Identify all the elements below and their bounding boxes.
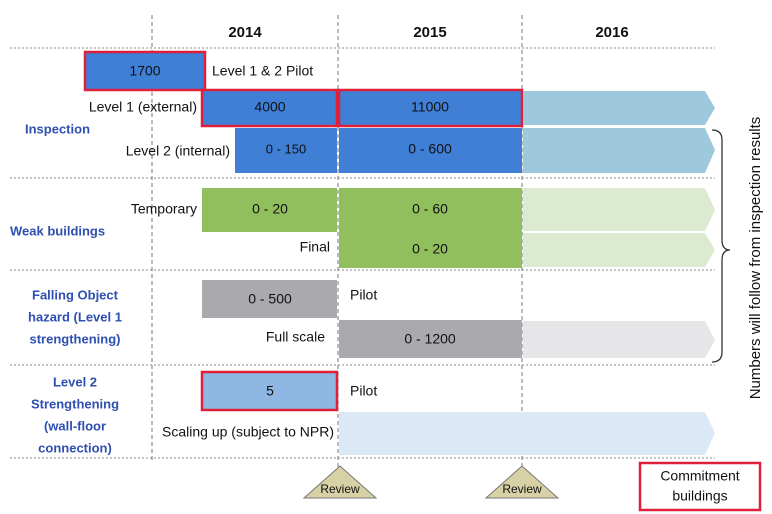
review-label: Review (502, 482, 542, 496)
row-label: Scaling up (subject to NPR) (162, 424, 334, 440)
cell (339, 188, 522, 232)
cell-label: Level 1 & 2 Pilot (212, 63, 313, 79)
cell-label: Pilot (350, 383, 377, 399)
row-label: Final (300, 239, 330, 255)
legend-text: buildings (672, 488, 727, 504)
cell (339, 232, 522, 268)
cell-value: 0 - 20 (412, 241, 448, 257)
cell (339, 320, 522, 358)
cell (200, 370, 339, 412)
cell (339, 128, 522, 173)
cell-value: 0 - 1200 (404, 331, 456, 347)
legend-box (638, 461, 762, 512)
group-label: connection) (38, 440, 112, 455)
group-label: hazard (Level 1 (28, 309, 122, 324)
cell-value: 5 (266, 383, 274, 399)
group-label: Weak buildings (10, 223, 105, 238)
arrow (523, 321, 715, 358)
cell (202, 188, 337, 232)
group-label: Strengthening (31, 396, 119, 411)
review-label: Review (320, 482, 360, 496)
arrow (523, 91, 715, 125)
year: 2016 (595, 24, 628, 41)
review-marker (302, 465, 378, 499)
arrow (523, 128, 715, 173)
year: 2014 (228, 24, 262, 41)
row-label: Level 1 (external) (89, 99, 197, 115)
row-label: Level 2 (internal) (126, 143, 230, 159)
year: 2015 (413, 24, 446, 41)
group-label: (wall-floor (44, 418, 106, 433)
row-label: Full scale (266, 329, 325, 345)
group-label: strengthening) (30, 331, 121, 346)
cell (83, 50, 207, 92)
group-label: Inspection (25, 121, 90, 136)
cell-value: 0 - 500 (248, 291, 292, 307)
group-label: Falling Object (32, 287, 119, 302)
cell-value: 11000 (411, 99, 449, 115)
cell-value: 0 - 600 (408, 141, 452, 157)
cell (235, 128, 337, 173)
arrow (523, 188, 715, 231)
cell (202, 280, 337, 318)
group-label: Level 2 (53, 374, 97, 389)
arrow (523, 233, 715, 267)
brace (711, 129, 731, 363)
review-marker (484, 465, 560, 499)
cell-value: 0 - 60 (412, 201, 448, 217)
cell (337, 88, 524, 128)
cell-label: Pilot (350, 287, 377, 303)
arrow (339, 412, 715, 455)
legend-text: Commitment (660, 468, 739, 484)
cell-value: 0 - 150 (266, 141, 306, 156)
cell-value: 1700 (129, 63, 160, 79)
row-label: Temporary (131, 201, 197, 217)
side-note: Numbers will follow from inspection resu… (747, 117, 764, 400)
cell (200, 88, 339, 128)
cell-value: 4000 (254, 99, 285, 115)
cell-value: 0 - 20 (252, 201, 288, 217)
